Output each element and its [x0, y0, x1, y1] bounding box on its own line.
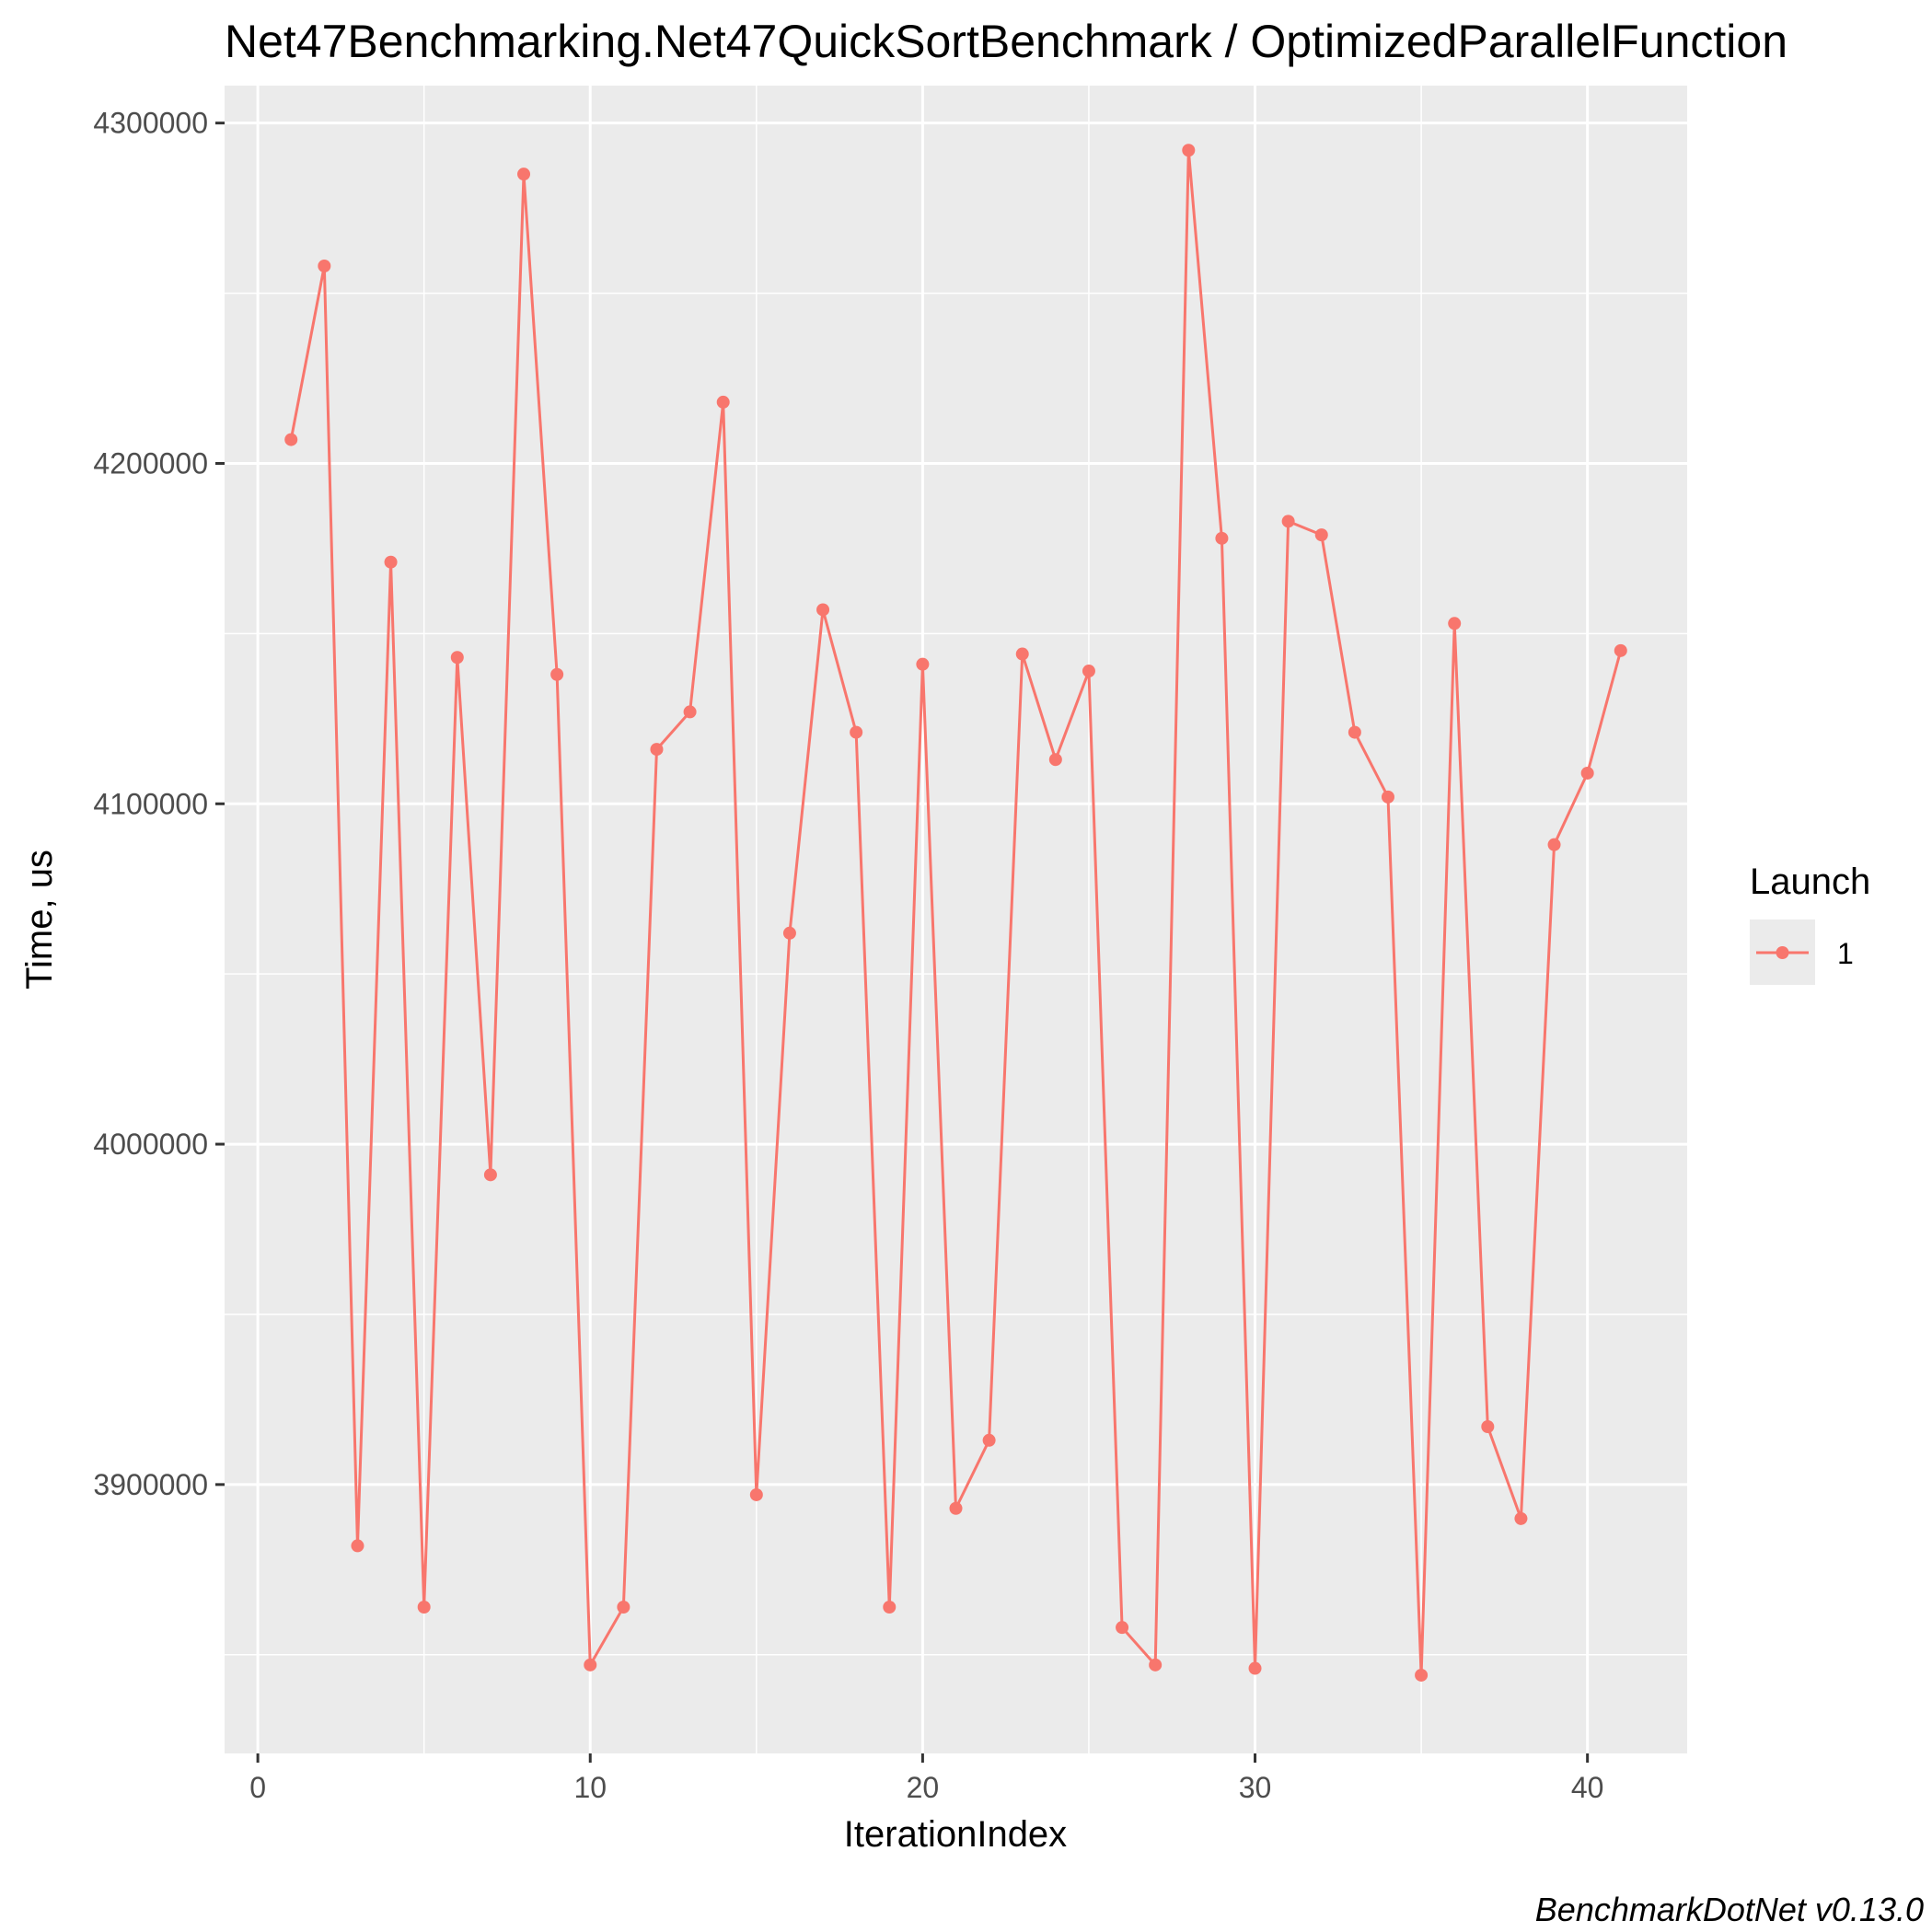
data-point [318, 259, 331, 272]
y-tick-label: 4000000 [93, 1128, 208, 1161]
data-point [782, 926, 796, 940]
data-point [1348, 725, 1361, 739]
data-point [982, 1433, 996, 1447]
chart-title: Net47Benchmarking.Net47QuickSortBenchmar… [225, 16, 1787, 67]
data-point [1381, 790, 1394, 804]
data-point [483, 1168, 497, 1182]
data-point [816, 603, 830, 617]
x-tick-label: 30 [1239, 1771, 1272, 1804]
data-point [883, 1600, 897, 1614]
data-point [650, 743, 664, 757]
data-point [1116, 1621, 1129, 1635]
y-tick-label: 4200000 [93, 446, 208, 480]
data-point [284, 433, 298, 446]
y-axis-label: Time, us [19, 850, 60, 989]
data-point [1182, 144, 1196, 157]
data-point [1281, 515, 1295, 528]
data-point [1448, 617, 1462, 631]
data-point [1314, 528, 1328, 542]
x-axis-label: IterationIndex [844, 1814, 1067, 1855]
legend-label: 1 [1837, 937, 1854, 970]
data-point [1215, 531, 1229, 545]
data-point [916, 657, 930, 671]
data-point [351, 1539, 364, 1553]
x-tick-label: 10 [573, 1771, 607, 1804]
data-point [384, 555, 398, 569]
data-point [517, 168, 531, 181]
data-point [1415, 1668, 1429, 1682]
data-point [417, 1600, 431, 1614]
data-point [617, 1600, 631, 1614]
series-layer [284, 144, 1627, 1682]
y-tick-label: 4100000 [93, 787, 208, 820]
data-point [1248, 1661, 1262, 1675]
data-point [949, 1501, 963, 1515]
y-tick-label: 3900000 [93, 1468, 208, 1501]
data-point [683, 705, 697, 719]
data-point [1580, 766, 1594, 780]
data-point [749, 1487, 763, 1501]
data-point [850, 725, 863, 739]
data-point [1547, 838, 1561, 851]
y-tick-label: 4300000 [93, 107, 208, 140]
x-tick-label: 0 [249, 1771, 266, 1804]
data-point [716, 395, 730, 409]
data-point [1514, 1511, 1528, 1525]
x-tick-label: 40 [1571, 1771, 1604, 1804]
legend: Launch 1 [1750, 862, 1870, 985]
caption: BenchmarkDotNet v0.13.0 [1535, 1891, 1924, 1928]
data-point [1048, 753, 1062, 767]
data-point [1015, 647, 1029, 661]
data-point [1149, 1658, 1163, 1672]
legend-point-swatch [1776, 946, 1789, 959]
data-point [1481, 1419, 1495, 1433]
data-point [584, 1658, 597, 1672]
x-tick-label: 20 [907, 1771, 940, 1804]
data-point [450, 651, 464, 665]
axes: 0 10 20 30 40 3900000 4000000 4100000 4200000 430… [93, 107, 1603, 1804]
data-point [550, 667, 564, 681]
data-point [1614, 643, 1627, 657]
legend-title: Launch [1750, 862, 1870, 902]
data-point [1082, 665, 1095, 678]
